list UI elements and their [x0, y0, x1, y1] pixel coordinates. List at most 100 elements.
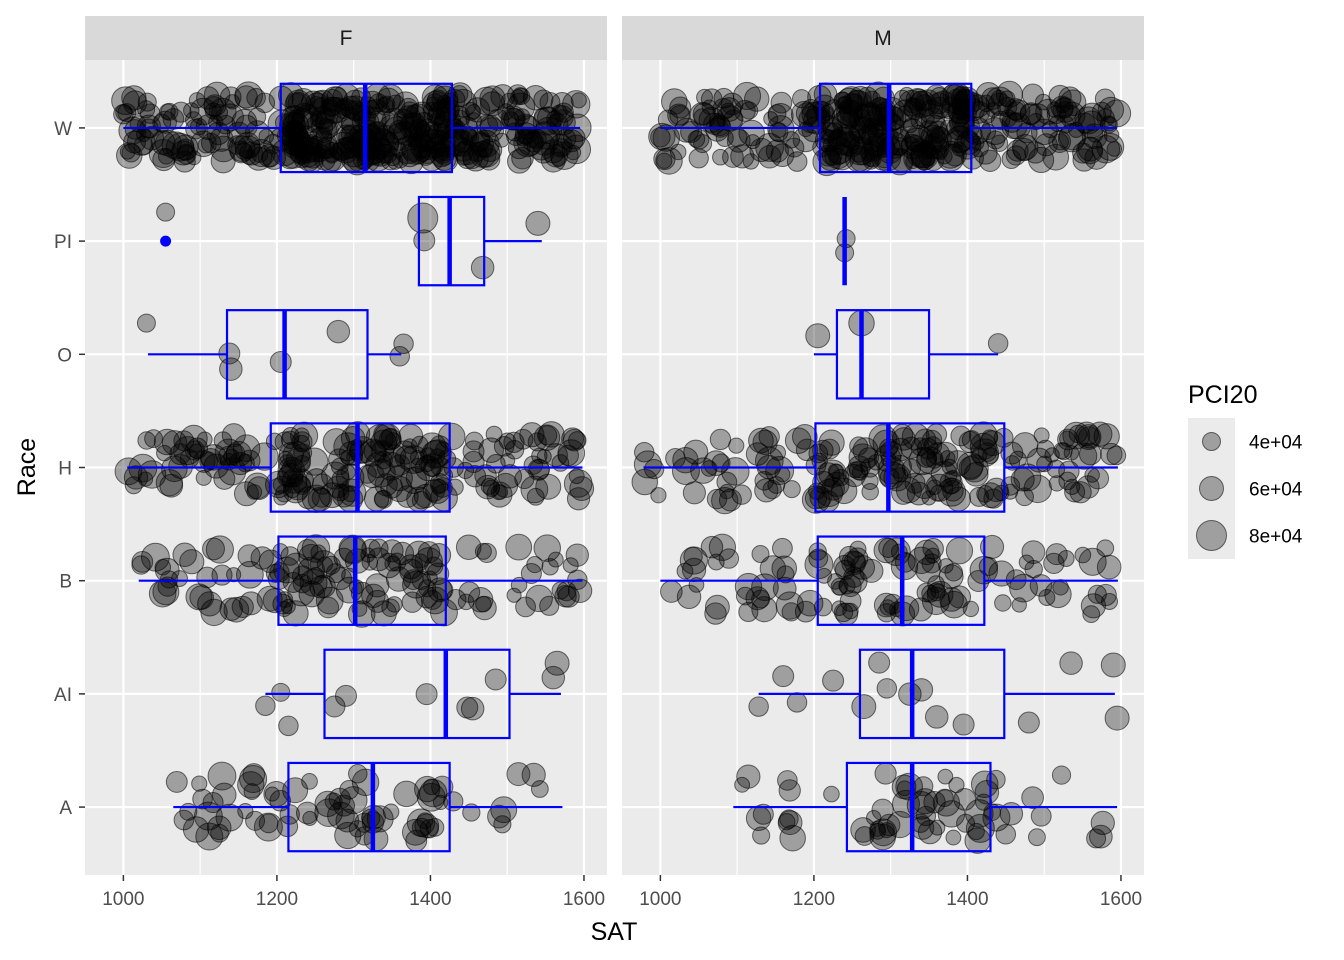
data-point [292, 104, 322, 134]
data-point [898, 89, 925, 117]
boxplot-W [123, 82, 581, 174]
data-point [295, 136, 321, 162]
data-point [758, 426, 780, 448]
data-point [754, 478, 779, 503]
data-point [455, 150, 472, 166]
strip-background [85, 16, 607, 60]
data-point [407, 202, 439, 234]
data-point [157, 148, 175, 165]
data-point [990, 89, 1008, 107]
data-point [310, 544, 327, 561]
data-point [253, 812, 283, 842]
data-point [121, 85, 147, 111]
data-point [215, 803, 244, 832]
data-point [954, 114, 980, 140]
data-point [778, 779, 801, 802]
data-point [763, 111, 779, 127]
data-point [748, 696, 769, 717]
data-point [487, 804, 511, 829]
data-point [233, 481, 259, 507]
data-point [669, 143, 687, 161]
box [287, 761, 451, 853]
data-point [170, 140, 196, 166]
data-point [137, 431, 156, 450]
data-point [423, 439, 452, 468]
data-point [269, 789, 292, 812]
data-point [704, 594, 730, 620]
data-point [533, 89, 554, 110]
data-point [1082, 605, 1101, 624]
data-point [846, 461, 864, 479]
data-point [144, 429, 163, 449]
data-point [1011, 432, 1039, 459]
data-point [779, 809, 799, 829]
data-point [849, 540, 867, 558]
data-point [874, 762, 897, 785]
data-point [781, 602, 801, 622]
data-point [759, 555, 787, 582]
data-point [801, 117, 827, 143]
data-point [462, 803, 481, 822]
data-point [1058, 460, 1080, 482]
data-point [696, 88, 713, 106]
data-point [676, 584, 702, 610]
data-point [779, 824, 806, 852]
data-point [1086, 828, 1107, 849]
data-point [791, 424, 818, 450]
data-point [357, 464, 377, 484]
data-point [976, 484, 994, 503]
legend-label: 8e+04 [1249, 527, 1303, 548]
data-point [805, 323, 831, 349]
data-point [1030, 118, 1058, 146]
data-point [223, 448, 240, 466]
data-point [384, 555, 401, 572]
data-point [703, 113, 726, 136]
data-point [278, 441, 304, 468]
data-point [772, 537, 793, 559]
data-point [904, 472, 926, 494]
data-point [429, 142, 454, 168]
box [269, 422, 451, 513]
data-point [1089, 824, 1113, 849]
data-point [671, 457, 700, 486]
data-point [157, 576, 178, 597]
data-point [727, 127, 748, 148]
data-point [377, 95, 396, 114]
x-axis-title: SAT [591, 918, 638, 946]
data-point [231, 595, 254, 618]
data-point [348, 820, 367, 838]
data-point [944, 469, 962, 487]
boxplot-B [138, 535, 583, 626]
data-point [1046, 459, 1066, 479]
y-tick-label: A [59, 798, 72, 819]
data-point [273, 556, 301, 584]
data-point [551, 454, 570, 472]
data-point [650, 487, 667, 504]
x-axis-F: 1000 1200 1400 1600 [102, 875, 605, 910]
data-point [544, 650, 570, 676]
data-point [388, 454, 411, 476]
data-point [195, 469, 212, 486]
data-point [330, 141, 351, 162]
data-point [1103, 99, 1132, 128]
data-point [890, 480, 916, 505]
data-point [1076, 475, 1100, 499]
data-point [994, 594, 1012, 612]
data-point [284, 473, 311, 501]
data-point [538, 421, 565, 448]
data-point [301, 773, 318, 790]
data-point [243, 783, 261, 801]
data-point [307, 96, 327, 116]
data-point [841, 550, 867, 576]
data-point [736, 764, 761, 789]
data-point [271, 682, 291, 702]
data-point [644, 459, 665, 480]
data-point [899, 86, 915, 103]
data-point [873, 592, 899, 618]
data-point [385, 122, 414, 151]
data-point [161, 131, 190, 160]
data-point [568, 431, 587, 450]
data-point [1074, 546, 1092, 564]
legend-key-symbol [1199, 476, 1224, 501]
data-point [816, 567, 833, 584]
